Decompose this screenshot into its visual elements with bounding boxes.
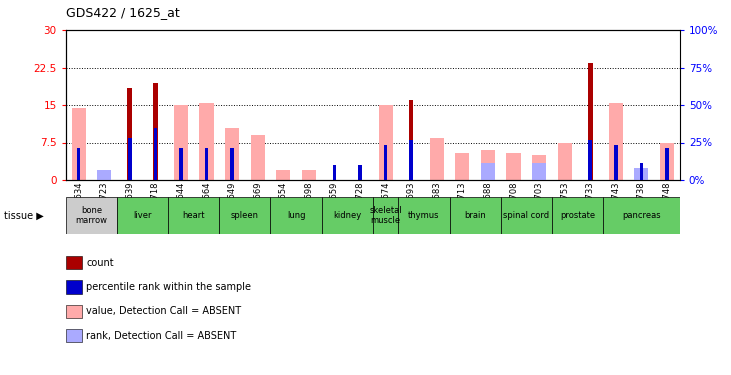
Bar: [97, 170, 111, 180]
Bar: [358, 165, 362, 180]
Text: liver: liver: [133, 211, 152, 220]
Bar: [333, 165, 336, 180]
Bar: [532, 162, 546, 180]
Bar: [302, 170, 316, 180]
Text: prostate: prostate: [560, 211, 595, 220]
Text: percentile rank within the sample: percentile rank within the sample: [86, 282, 251, 292]
Bar: [128, 138, 132, 180]
Bar: [205, 147, 208, 180]
Bar: [558, 142, 572, 180]
Bar: [379, 105, 393, 180]
Bar: [398, 197, 450, 234]
Bar: [481, 150, 495, 180]
Text: value, Detection Call = ABSENT: value, Detection Call = ABSENT: [86, 306, 241, 316]
Bar: [552, 197, 603, 234]
Text: GDS422 / 1625_at: GDS422 / 1625_at: [66, 6, 180, 19]
Text: heart: heart: [183, 211, 205, 220]
Bar: [251, 135, 265, 180]
Bar: [373, 197, 398, 234]
Bar: [609, 102, 623, 180]
Bar: [77, 147, 80, 180]
Bar: [276, 170, 290, 180]
Bar: [635, 168, 648, 180]
Bar: [640, 162, 643, 180]
Text: skeletal
muscle: skeletal muscle: [369, 206, 402, 225]
Bar: [455, 153, 469, 180]
Text: thymus: thymus: [408, 211, 440, 220]
Bar: [270, 197, 322, 234]
Bar: [72, 108, 86, 180]
Text: tissue ▶: tissue ▶: [4, 211, 43, 220]
Bar: [481, 162, 495, 180]
Bar: [230, 147, 234, 180]
Bar: [614, 145, 618, 180]
Bar: [409, 140, 413, 180]
Bar: [66, 197, 117, 234]
Bar: [430, 138, 444, 180]
Bar: [409, 100, 414, 180]
Bar: [501, 197, 552, 234]
Bar: [153, 82, 158, 180]
Text: count: count: [86, 258, 114, 267]
Bar: [225, 128, 239, 180]
Bar: [588, 140, 592, 180]
Bar: [219, 197, 270, 234]
Text: lung: lung: [287, 211, 306, 220]
Bar: [588, 63, 593, 180]
Bar: [665, 147, 669, 180]
Bar: [450, 197, 501, 234]
Text: bone
marrow: bone marrow: [75, 206, 107, 225]
Text: pancreas: pancreas: [622, 211, 661, 220]
Bar: [660, 142, 674, 180]
Bar: [532, 155, 546, 180]
Bar: [174, 105, 188, 180]
Text: spleen: spleen: [231, 211, 259, 220]
Bar: [603, 197, 680, 234]
Bar: [200, 102, 213, 180]
Bar: [127, 87, 132, 180]
Bar: [179, 147, 183, 180]
Bar: [168, 197, 219, 234]
Bar: [117, 197, 168, 234]
Text: rank, Detection Call = ABSENT: rank, Detection Call = ABSENT: [86, 331, 237, 340]
Text: kidney: kidney: [333, 211, 361, 220]
Bar: [154, 128, 157, 180]
Text: brain: brain: [464, 211, 486, 220]
Text: spinal cord: spinal cord: [503, 211, 550, 220]
Bar: [322, 197, 373, 234]
Bar: [507, 153, 520, 180]
Bar: [384, 145, 387, 180]
